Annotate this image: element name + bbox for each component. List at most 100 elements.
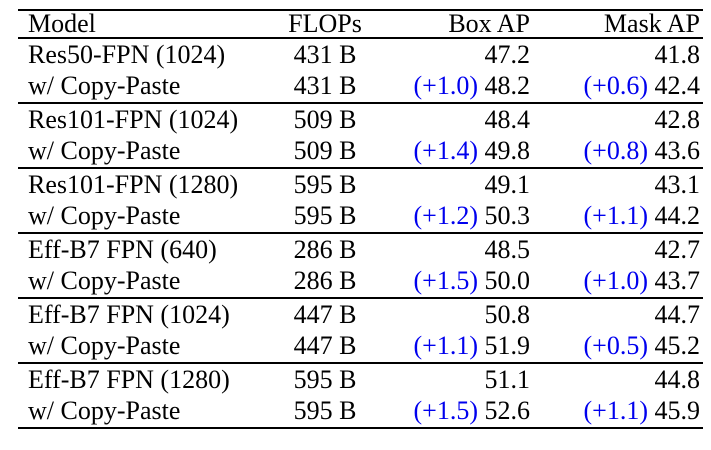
cell-box-ap: 47.2 xyxy=(372,38,531,71)
cell-model: Eff-B7 FPN (1280) xyxy=(28,364,230,394)
cell-model: Eff-B7 FPN (640) xyxy=(28,234,217,264)
cell-box-ap: 48.4 xyxy=(372,103,531,136)
results-table: Model FLOPs Box AP Mask AP Res50-FPN (10… xyxy=(18,9,703,429)
cell-mask-ap: (+1.1) 44.2 xyxy=(530,201,703,234)
table-row: w/ Copy-Paste 595 B (+1.5) 52.6 (+1.1) 4… xyxy=(18,396,703,429)
cell-model: w/ Copy-Paste xyxy=(28,331,181,361)
mask-ap-value: 45.2 xyxy=(654,331,701,361)
mask-ap-delta: (+0.6) xyxy=(583,71,648,101)
cell-mask-ap: (+0.6) 42.4 xyxy=(530,71,703,104)
mask-ap-delta: (+1.0) xyxy=(583,266,648,296)
cell-flops: 431 B xyxy=(293,39,357,69)
cell-mask-ap: 42.8 xyxy=(530,103,703,136)
cell-model: Res101-FPN (1280) xyxy=(28,169,239,199)
cell-flops: 595 B xyxy=(293,396,357,426)
mask-ap-delta: (+0.8) xyxy=(583,136,648,166)
cell-flops: 595 B xyxy=(293,201,357,231)
mask-ap-value: 45.9 xyxy=(654,396,701,426)
mask-ap-value: 41.8 xyxy=(654,39,701,69)
cell-box-ap: (+1.2) 50.3 xyxy=(372,201,530,234)
cell-box-ap: (+1.5) 52.6 xyxy=(372,396,530,429)
cell-box-ap: 51.1 xyxy=(372,363,531,396)
cell-box-ap: 49.1 xyxy=(372,168,531,201)
box-ap-value: 51.9 xyxy=(484,331,531,361)
cell-mask-ap: 43.1 xyxy=(530,168,703,201)
box-ap-value: 48.2 xyxy=(484,71,531,101)
mask-ap-value: 43.6 xyxy=(654,136,701,166)
mask-ap-value: 42.4 xyxy=(654,71,701,101)
cell-flops: 447 B xyxy=(293,331,357,361)
col-header-model: Model xyxy=(28,9,96,38)
cell-model: w/ Copy-Paste xyxy=(28,201,181,231)
box-ap-delta: (+1.1) xyxy=(413,331,478,361)
box-ap-value: 50.8 xyxy=(484,299,531,329)
box-ap-value: 48.4 xyxy=(484,104,531,134)
cell-model: Res101-FPN (1024) xyxy=(28,104,239,134)
cell-mask-ap: (+0.8) 43.6 xyxy=(530,136,703,169)
cell-box-ap: (+1.5) 50.0 xyxy=(372,266,530,299)
cell-model: w/ Copy-Paste xyxy=(28,136,181,166)
cell-box-ap: (+1.1) 51.9 xyxy=(372,331,530,364)
table-row: w/ Copy-Paste 509 B (+1.4) 49.8 (+0.8) 4… xyxy=(18,136,703,169)
cell-model: w/ Copy-Paste xyxy=(28,71,181,101)
cell-box-ap: 48.5 xyxy=(372,233,531,266)
box-ap-value: 49.1 xyxy=(484,169,531,199)
mask-ap-value: 43.7 xyxy=(654,266,701,296)
box-ap-value: 49.8 xyxy=(484,136,531,166)
table-row: w/ Copy-Paste 595 B (+1.2) 50.3 (+1.1) 4… xyxy=(18,201,703,234)
cell-box-ap: (+1.0) 48.2 xyxy=(372,71,530,104)
table-row: Res101-FPN (1024) 509 B 48.4 42.8 xyxy=(18,103,703,136)
cell-flops: 286 B xyxy=(293,266,357,296)
box-ap-delta: (+1.5) xyxy=(413,396,478,426)
box-ap-value: 48.5 xyxy=(484,234,531,264)
box-ap-value: 52.6 xyxy=(484,396,531,426)
mask-ap-delta: (+0.5) xyxy=(583,331,648,361)
cell-mask-ap: 44.8 xyxy=(530,363,703,396)
box-ap-value: 50.0 xyxy=(484,266,531,296)
box-ap-value: 50.3 xyxy=(484,201,531,231)
col-header-box-ap: Box AP xyxy=(448,9,530,38)
table-row: Eff-B7 FPN (1024) 447 B 50.8 44.7 xyxy=(18,298,703,331)
mask-ap-delta: (+1.1) xyxy=(583,201,648,231)
cell-flops: 431 B xyxy=(293,71,357,101)
cell-box-ap: (+1.4) 49.8 xyxy=(372,136,530,169)
cell-flops: 286 B xyxy=(293,234,357,264)
table-row: w/ Copy-Paste 286 B (+1.5) 50.0 (+1.0) 4… xyxy=(18,266,703,299)
cell-mask-ap: (+1.1) 45.9 xyxy=(530,396,703,429)
col-header-mask-ap: Mask AP xyxy=(603,9,700,38)
mask-ap-value: 42.8 xyxy=(654,104,701,134)
header-row: Model FLOPs Box AP Mask AP xyxy=(18,10,703,38)
cell-mask-ap: 41.8 xyxy=(530,38,703,71)
cell-model: Res50-FPN (1024) xyxy=(28,39,226,69)
mask-ap-delta: (+1.1) xyxy=(583,396,648,426)
table-row: w/ Copy-Paste 431 B (+1.0) 48.2 (+0.6) 4… xyxy=(18,71,703,104)
box-ap-delta: (+1.0) xyxy=(413,71,478,101)
mask-ap-value: 42.7 xyxy=(654,234,701,264)
cell-box-ap: 50.8 xyxy=(372,298,531,331)
cell-model: w/ Copy-Paste xyxy=(28,266,181,296)
mask-ap-value: 44.8 xyxy=(654,364,701,394)
cell-flops: 447 B xyxy=(293,299,357,329)
cell-mask-ap: 42.7 xyxy=(530,233,703,266)
table-row: Res50-FPN (1024) 431 B 47.2 41.8 xyxy=(18,38,703,71)
table-row: Eff-B7 FPN (640) 286 B 48.5 42.7 xyxy=(18,233,703,266)
box-ap-value: 51.1 xyxy=(484,364,531,394)
cell-mask-ap: (+1.0) 43.7 xyxy=(530,266,703,299)
cell-mask-ap: (+0.5) 45.2 xyxy=(530,331,703,364)
cell-model: w/ Copy-Paste xyxy=(28,396,181,426)
box-ap-delta: (+1.2) xyxy=(413,201,478,231)
cell-flops: 509 B xyxy=(293,104,357,134)
col-header-flops: FLOPs xyxy=(288,9,362,38)
box-ap-value: 47.2 xyxy=(484,39,531,69)
cell-model: Eff-B7 FPN (1024) xyxy=(28,299,230,329)
cell-flops: 595 B xyxy=(293,364,357,394)
cell-mask-ap: 44.7 xyxy=(530,298,703,331)
mask-ap-value: 43.1 xyxy=(654,169,701,199)
box-ap-delta: (+1.5) xyxy=(413,266,478,296)
table-row: Res101-FPN (1280) 595 B 49.1 43.1 xyxy=(18,168,703,201)
cell-flops: 509 B xyxy=(293,136,357,166)
box-ap-delta: (+1.4) xyxy=(413,136,478,166)
table-row: Eff-B7 FPN (1280) 595 B 51.1 44.8 xyxy=(18,363,703,396)
mask-ap-value: 44.2 xyxy=(654,201,701,231)
